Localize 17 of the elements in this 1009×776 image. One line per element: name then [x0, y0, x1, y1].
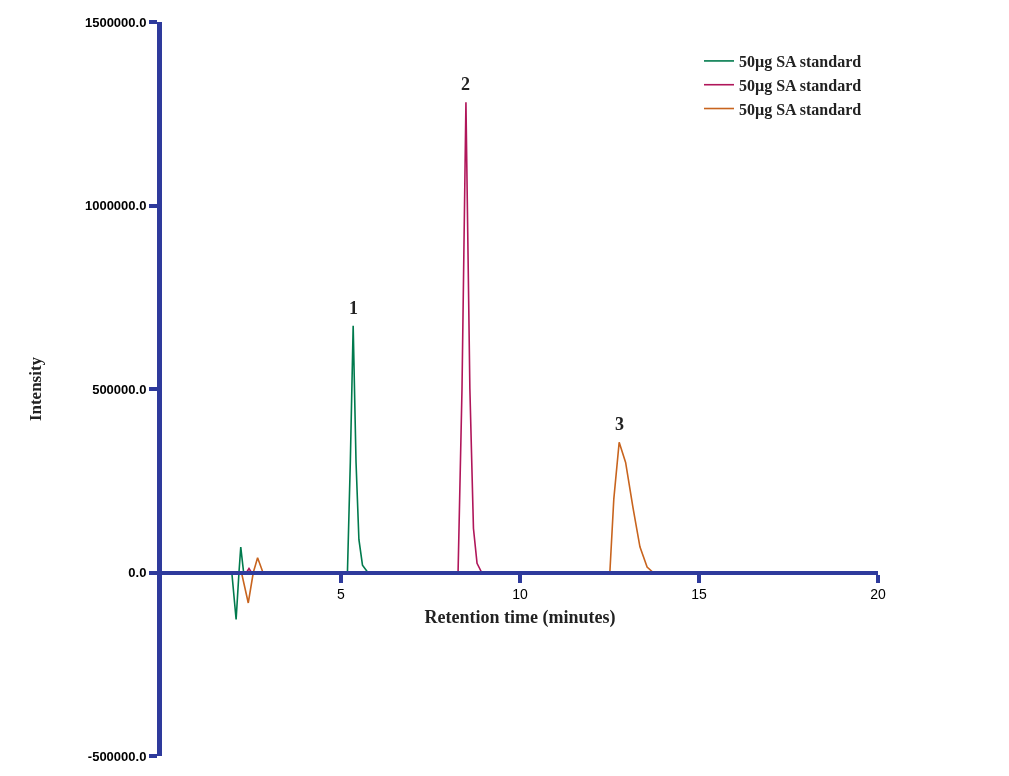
annotation: 2 — [461, 74, 470, 94]
y-axis-title: Intensity — [26, 356, 46, 422]
legend-label: 50µg SA standard — [739, 100, 862, 119]
x-tick-label: 20 — [870, 586, 886, 603]
y-tick-label: -500000.0 — [87, 748, 147, 764]
y-tick-label: 500000.0 — [92, 381, 147, 397]
legend-label: 50µg SA standard — [739, 76, 862, 95]
annotation: 1 — [349, 298, 358, 318]
annotation: 3 — [615, 414, 624, 434]
x-tick-label: 10 — [512, 586, 528, 603]
x-axis-title: Retention time (minutes) — [424, 606, 616, 628]
x-tick-label: 15 — [691, 586, 707, 603]
y-tick-label: 1000000.0 — [84, 198, 147, 214]
y-tick-label: 1500000.0 — [84, 14, 147, 30]
x-tick-label: 5 — [337, 586, 346, 603]
legend-label: 50µg SA standard — [739, 53, 862, 72]
y-tick-label: 0.0 — [128, 565, 147, 581]
